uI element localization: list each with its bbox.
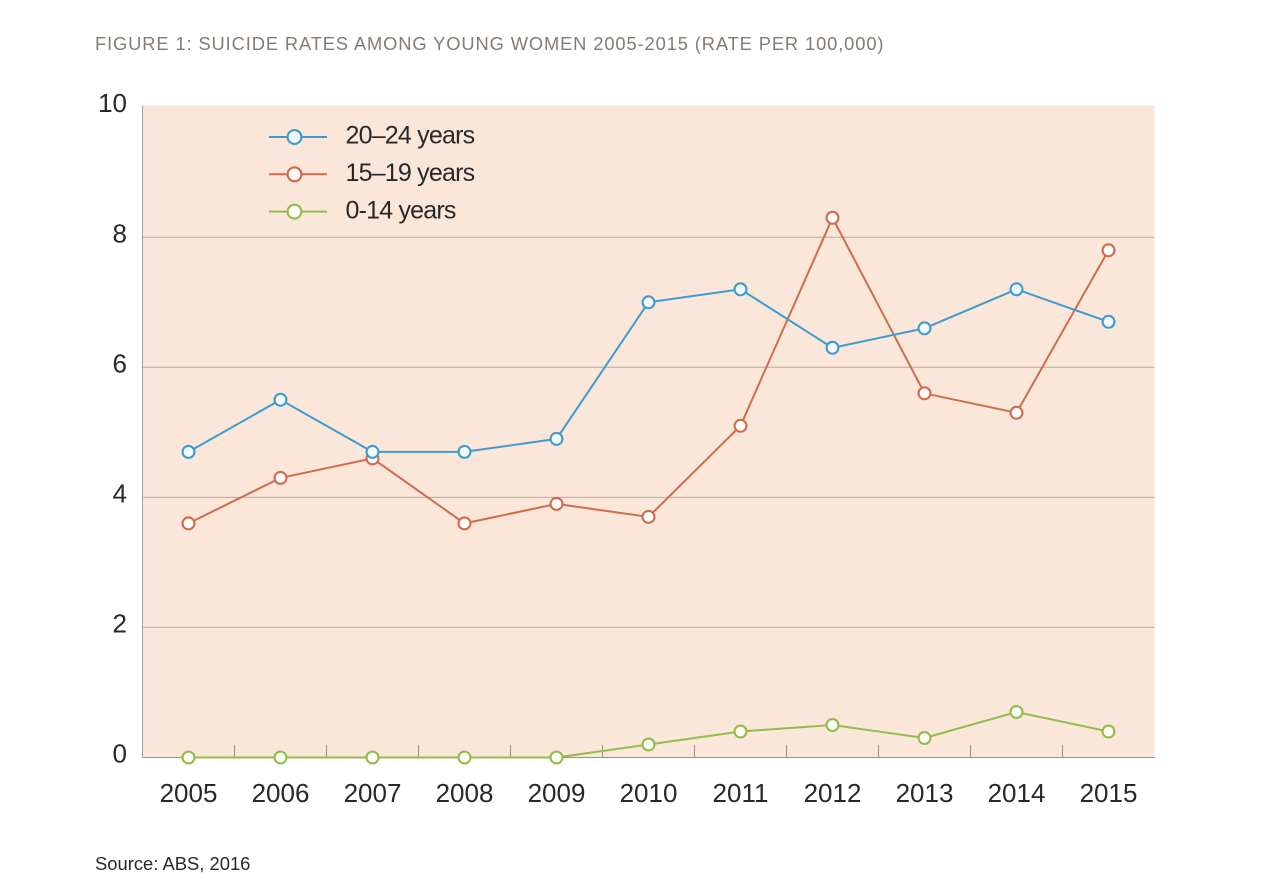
svg-text:2006: 2006: [252, 778, 310, 808]
svg-text:2014: 2014: [988, 778, 1046, 808]
svg-text:0: 0: [113, 739, 127, 769]
svg-text:2009: 2009: [528, 778, 586, 808]
svg-text:20–24 years: 20–24 years: [346, 122, 475, 150]
svg-text:0-14 years: 0-14 years: [346, 196, 456, 224]
svg-text:15–19 years: 15–19 years: [346, 159, 475, 187]
svg-text:Source: ABS, 2016: Source: ABS, 2016: [95, 853, 250, 874]
svg-text:2010: 2010: [620, 778, 678, 808]
svg-text:2007: 2007: [344, 778, 402, 808]
svg-text:2: 2: [113, 608, 127, 638]
svg-text:FIGURE 1: SUICIDE RATES AMONG: FIGURE 1: SUICIDE RATES AMONG YOUNG WOME…: [95, 33, 884, 54]
svg-text:4: 4: [113, 478, 127, 508]
svg-text:2008: 2008: [436, 778, 494, 808]
svg-text:6: 6: [113, 348, 127, 378]
svg-text:2012: 2012: [804, 778, 862, 808]
svg-text:2011: 2011: [713, 778, 769, 808]
svg-text:8: 8: [113, 218, 127, 248]
svg-text:2013: 2013: [896, 778, 954, 808]
svg-text:2015: 2015: [1080, 778, 1138, 808]
svg-text:10: 10: [98, 88, 127, 118]
svg-text:2005: 2005: [160, 778, 218, 808]
